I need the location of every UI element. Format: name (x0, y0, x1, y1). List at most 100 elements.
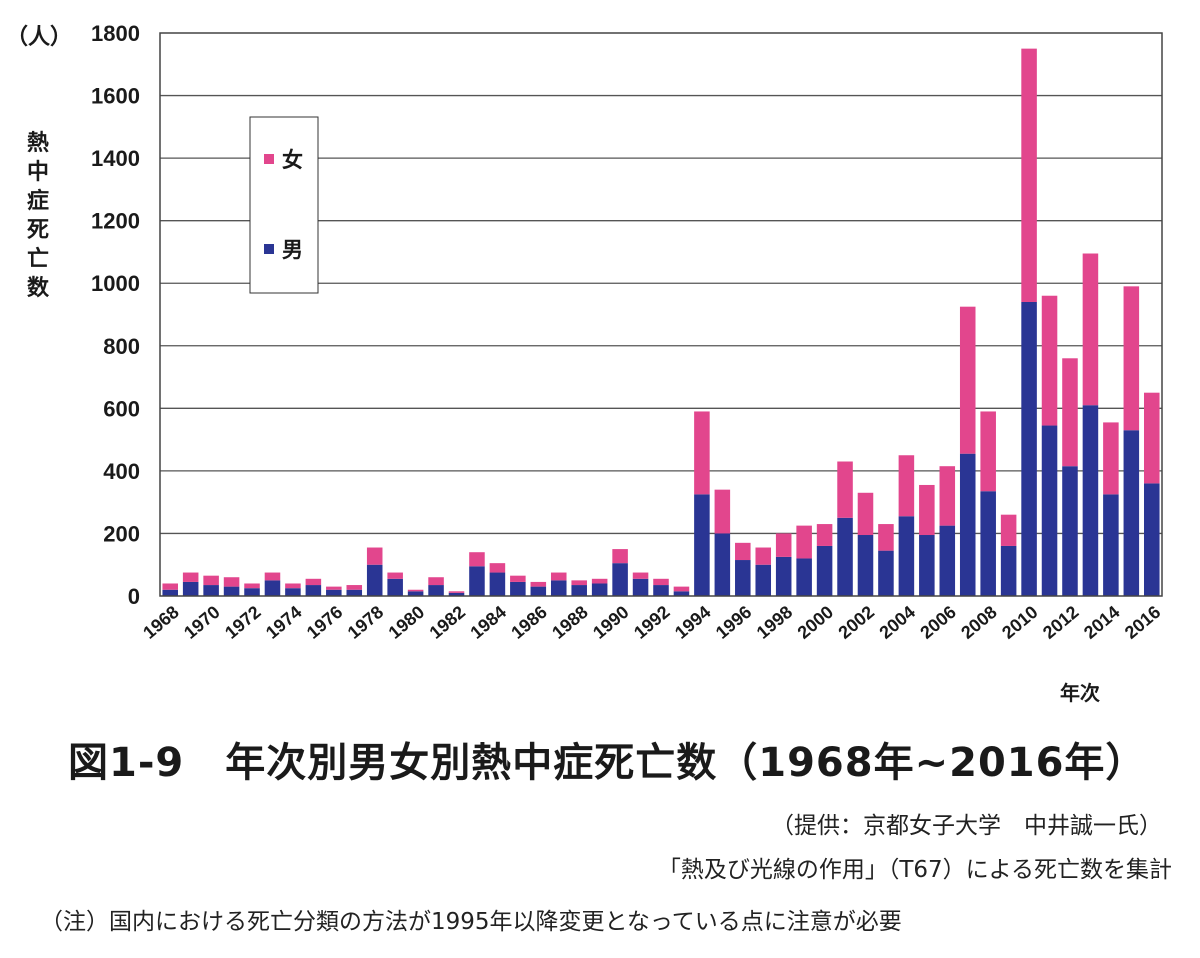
bar-male-1992 (653, 585, 669, 596)
x-tick-label: 2002 (835, 602, 879, 643)
bar-male-2003 (878, 550, 894, 596)
bar-male-1983 (469, 566, 485, 596)
bar-male-1987 (550, 580, 567, 596)
bar-female-1992 (653, 578, 669, 586)
bar-male-2010 (1021, 301, 1037, 596)
bar-female-1985 (510, 575, 526, 582)
bar-male-1970 (203, 585, 219, 596)
legend: 女 男 (249, 116, 319, 294)
x-tick-label: 1970 (180, 602, 224, 643)
bar-female-2008 (980, 411, 996, 492)
bar-male-1998 (775, 556, 792, 596)
bar-female-1997 (755, 547, 772, 565)
x-tick-labels: 1968197019721974197619781980198219841986… (139, 602, 1164, 643)
bar-male-1979 (387, 578, 403, 596)
x-tick-label: 2010 (998, 602, 1042, 643)
bar-female-1995 (714, 489, 731, 534)
bar-female-1987 (550, 572, 567, 581)
bar-female-2005 (919, 484, 935, 536)
bar-male-2008 (980, 491, 996, 596)
bar-male-1993 (673, 591, 690, 596)
bar-male-1997 (755, 564, 772, 596)
legend-box (249, 116, 319, 294)
bar-male-1981 (428, 585, 444, 596)
bar-male-2002 (857, 535, 874, 596)
x-tick-label: 1974 (262, 602, 306, 643)
x-tick-label: 1998 (753, 602, 797, 643)
bar-layer (162, 48, 1160, 596)
bar-female-1977 (346, 585, 363, 590)
x-tick-label: 1972 (221, 602, 265, 643)
bar-male-1982 (448, 592, 465, 596)
legend-swatch-male (264, 244, 274, 254)
y-tick-label: 1800 (91, 21, 140, 46)
bar-female-2000 (816, 524, 833, 546)
bar-male-2009 (1000, 545, 1017, 596)
bar-male-1985 (510, 581, 526, 596)
bar-male-1977 (346, 589, 363, 596)
x-tick-label: 1986 (507, 602, 551, 643)
bar-female-2002 (857, 492, 874, 536)
y-tick-labels: 0 200 400 600 800 1000 1200 1400 1600 1800 (91, 21, 140, 609)
bar-female-1976 (326, 586, 342, 590)
bar-male-1975 (305, 585, 322, 596)
y-tick-label: 800 (103, 334, 140, 359)
y-axis-label: 熱中症死亡数 (27, 130, 50, 301)
bar-female-2006 (939, 466, 956, 526)
bar-male-1988 (571, 585, 587, 596)
x-tick-label: 2014 (1080, 602, 1124, 643)
x-tick-label: 2006 (916, 602, 960, 643)
bar-male-2011 (1041, 425, 1058, 596)
bar-male-1990 (612, 563, 628, 596)
bar-female-2013 (1082, 253, 1099, 406)
x-tick-label: 1990 (589, 602, 633, 643)
bar-female-1984 (489, 563, 506, 573)
bar-female-2007 (959, 306, 976, 454)
bar-female-1998 (775, 533, 792, 557)
bar-male-2015 (1123, 430, 1140, 596)
y-tick-label: 0 (128, 584, 140, 609)
x-tick-label: 1968 (139, 602, 183, 643)
bar-male-1999 (796, 558, 812, 596)
bar-female-1973 (264, 572, 281, 581)
bar-male-1978 (366, 564, 383, 596)
x-tick-label: 1982 (426, 602, 470, 643)
bar-female-2001 (837, 461, 853, 518)
bar-male-2016 (1144, 483, 1160, 596)
x-tick-label: 2004 (875, 602, 919, 643)
x-tick-label: 1976 (303, 602, 347, 643)
bar-male-2004 (898, 516, 915, 596)
source-note: 「熱及び光線の作用」（T67）による死亡数を集計 (657, 857, 1172, 883)
y-tick-label: 600 (103, 396, 140, 421)
bar-female-2016 (1144, 392, 1160, 484)
x-tick-label: 2000 (794, 602, 838, 643)
bar-female-1990 (612, 549, 628, 564)
y-tick-label: 400 (103, 459, 140, 484)
bar-male-1995 (714, 533, 731, 596)
bar-female-1980 (407, 589, 424, 592)
bar-male-1974 (285, 588, 301, 596)
x-tick-label: 2008 (957, 602, 1001, 643)
bar-female-1994 (694, 411, 710, 495)
bar-female-1968 (162, 583, 178, 590)
x-tick-label: 1996 (712, 602, 756, 643)
bar-female-1988 (571, 580, 587, 586)
bar-female-1983 (469, 552, 485, 567)
bar-female-2004 (898, 455, 915, 517)
bar-female-1982 (448, 591, 465, 593)
y-tick-label: 1200 (91, 209, 140, 234)
bar-female-1996 (735, 542, 751, 561)
legend-swatch-female (264, 154, 274, 164)
bar-male-1969 (182, 581, 199, 596)
credit-note: （提供：京都女子大学 中井誠一氏） (771, 813, 1162, 839)
y-tick-label: 1400 (91, 146, 140, 171)
bar-female-2014 (1103, 422, 1119, 495)
y-tick-label: 1600 (91, 84, 140, 109)
x-tick-label: 1978 (344, 602, 388, 643)
bar-male-1968 (162, 589, 178, 596)
bar-female-1981 (428, 577, 444, 586)
bar-female-2003 (878, 524, 894, 551)
bar-female-2010 (1021, 48, 1037, 302)
bar-male-1989 (591, 583, 608, 596)
